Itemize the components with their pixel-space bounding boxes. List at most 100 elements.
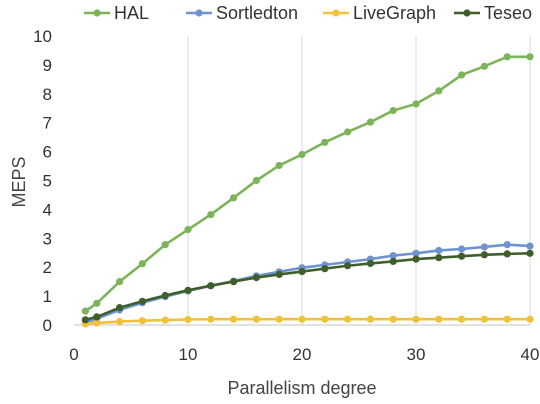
- series-sortledton: [81, 241, 534, 327]
- data-point-livegraph: [161, 316, 169, 324]
- data-point-sortledton: [389, 252, 397, 260]
- data-point-teseo: [81, 316, 89, 324]
- data-point-sortledton: [526, 242, 534, 250]
- data-point-livegraph: [503, 315, 511, 323]
- data-point-hal: [321, 138, 329, 146]
- data-point-hal: [138, 260, 146, 268]
- data-point-hal: [230, 194, 238, 202]
- data-point-teseo: [480, 251, 488, 259]
- data-point-hal: [412, 100, 420, 108]
- data-point-hal: [435, 87, 443, 95]
- data-point-teseo: [207, 282, 215, 290]
- data-point-livegraph: [480, 315, 488, 323]
- y-tick-label: 0: [43, 316, 52, 335]
- data-point-teseo: [161, 291, 169, 300]
- data-point-teseo: [412, 255, 420, 263]
- legend-swatch-marker: [463, 9, 471, 17]
- legend-label: Sortledton: [216, 3, 298, 23]
- legend-label: HAL: [114, 3, 149, 23]
- data-point-teseo: [321, 265, 329, 273]
- data-point-teseo: [344, 262, 352, 270]
- data-point-hal: [458, 71, 466, 79]
- data-point-hal: [81, 307, 89, 315]
- data-point-hal: [184, 226, 192, 234]
- x-tick-label: 20: [293, 345, 312, 364]
- data-point-livegraph: [389, 315, 397, 323]
- legend-swatch-marker: [332, 9, 340, 17]
- data-point-livegraph: [298, 315, 306, 323]
- y-axis-ticks: 0 1 2 3 4 5 6 7 8 9 10: [33, 27, 52, 335]
- gridlines: [187, 36, 531, 325]
- data-point-hal: [116, 278, 124, 286]
- data-point-hal: [503, 53, 511, 61]
- y-tick-label: 4: [43, 200, 52, 219]
- data-point-livegraph: [207, 315, 215, 323]
- legend-item-hal: HAL: [84, 3, 149, 23]
- data-point-teseo: [93, 313, 101, 321]
- data-point-sortledton: [503, 241, 511, 249]
- x-tick-label: 0: [69, 345, 78, 364]
- legend-item-livegraph: LiveGraph: [323, 3, 436, 23]
- data-point-hal: [344, 128, 352, 136]
- data-point-teseo: [389, 257, 397, 266]
- data-point-sortledton: [458, 245, 466, 253]
- data-point-livegraph: [93, 319, 101, 327]
- data-point-teseo: [366, 259, 374, 268]
- data-point-sortledton: [480, 243, 488, 251]
- data-point-livegraph: [116, 317, 124, 326]
- data-point-teseo: [458, 252, 466, 260]
- data-point-livegraph: [184, 315, 192, 324]
- data-point-teseo: [138, 297, 146, 305]
- data-point-teseo: [230, 278, 238, 286]
- series-line-hal: [84, 55, 530, 313]
- x-tick-label: 40: [521, 345, 540, 364]
- data-point-teseo: [298, 267, 306, 276]
- y-tick-label: 9: [43, 56, 52, 75]
- data-point-livegraph: [321, 315, 329, 323]
- data-point-livegraph: [366, 315, 374, 323]
- series-teseo: [81, 249, 534, 324]
- y-tick-label: 10: [33, 27, 52, 46]
- data-point-hal: [275, 161, 283, 170]
- data-point-hal: [161, 241, 169, 249]
- series-hal: [81, 53, 534, 315]
- legend-label: Teseo: [484, 3, 532, 23]
- y-tick-label: 1: [43, 287, 52, 306]
- y-tick-label: 3: [43, 229, 52, 248]
- series-line-teseo: [85, 252, 531, 322]
- data-point-livegraph: [230, 315, 238, 323]
- data-point-teseo: [435, 254, 443, 262]
- data-point-hal: [207, 211, 215, 219]
- legend: HAL Sortledton LiveGraph Teseo: [84, 3, 532, 23]
- y-tick-label: 2: [43, 258, 52, 277]
- legend-swatch-marker: [93, 9, 101, 17]
- data-point-sortledton: [412, 249, 420, 257]
- data-point-teseo: [503, 250, 511, 258]
- data-point-teseo: [116, 304, 124, 312]
- data-point-livegraph: [458, 315, 466, 323]
- data-point-hal: [526, 53, 534, 61]
- x-axis-ticks: 0 10 20 30 40: [69, 345, 539, 364]
- data-point-teseo: [275, 270, 283, 279]
- data-point-hal: [389, 106, 397, 115]
- data-point-teseo: [184, 286, 192, 294]
- legend-item-sortledton: Sortledton: [186, 3, 298, 23]
- series-livegraph: [81, 315, 534, 328]
- data-point-livegraph: [435, 315, 443, 323]
- y-tick-label: 8: [43, 85, 52, 104]
- series-group: [81, 53, 534, 328]
- data-point-hal: [298, 150, 306, 159]
- data-point-livegraph: [275, 315, 283, 323]
- legend-swatch-marker: [195, 9, 203, 17]
- data-point-hal: [93, 299, 101, 307]
- legend-label: LiveGraph: [353, 3, 436, 23]
- data-point-livegraph: [138, 317, 146, 325]
- data-point-livegraph: [344, 315, 352, 323]
- y-tick-label: 6: [43, 143, 52, 162]
- x-tick-label: 30: [407, 345, 426, 364]
- data-point-teseo: [526, 249, 534, 257]
- data-point-livegraph: [526, 315, 534, 323]
- data-point-hal: [480, 62, 488, 70]
- data-point-teseo: [252, 274, 260, 282]
